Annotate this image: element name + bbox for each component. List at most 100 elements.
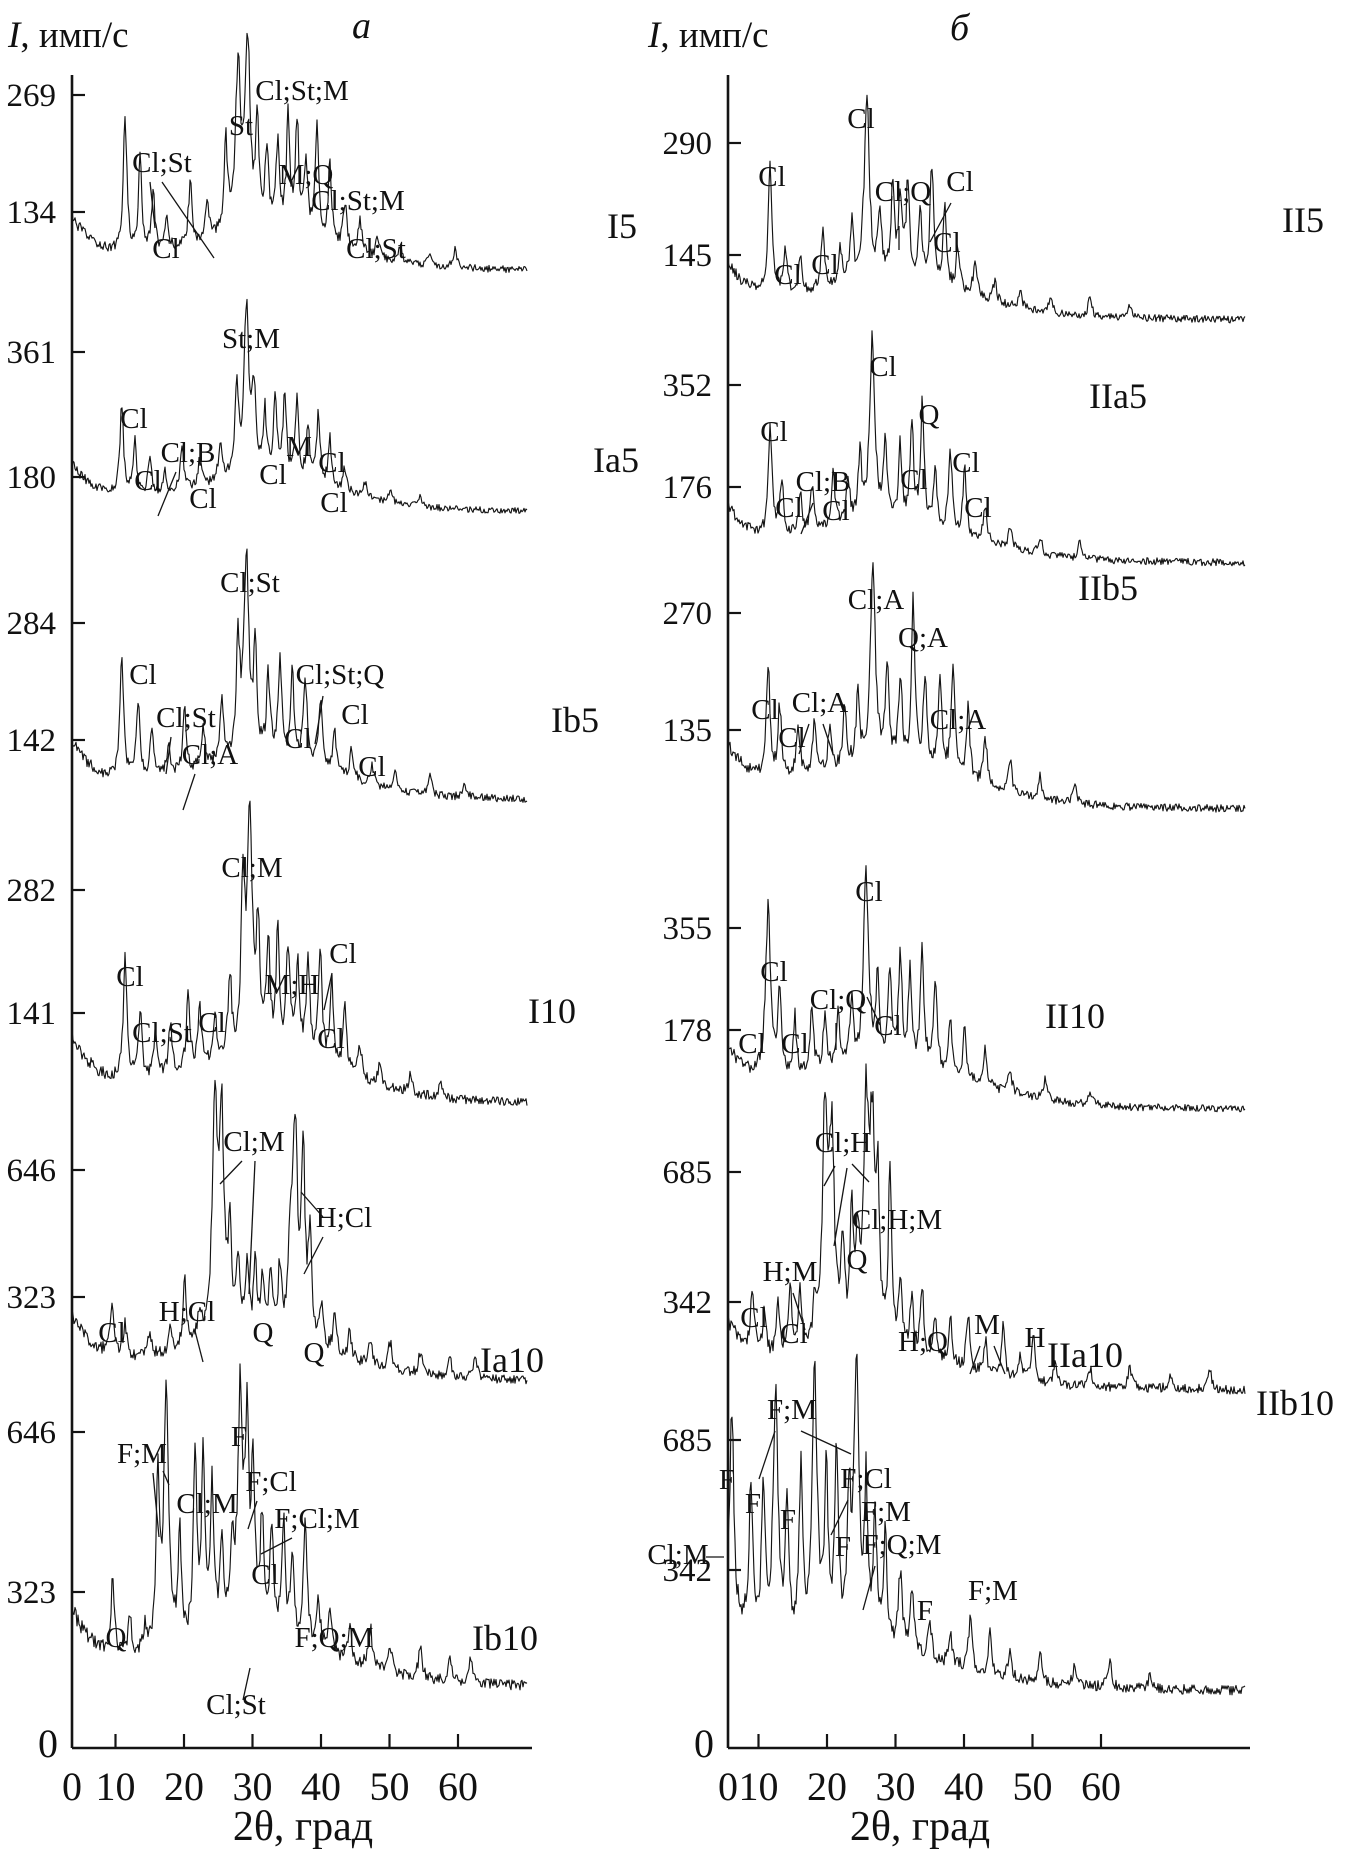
peak-label: Cl [317, 1023, 344, 1055]
peak-label: Cl [760, 956, 787, 988]
trace-I10 [71, 800, 528, 1106]
panel-a-title: a [352, 5, 371, 47]
peak-label: Cl;St [206, 1689, 266, 1721]
peak-label: Cl;M [223, 1126, 284, 1158]
peak-leader-line [800, 502, 814, 535]
trace-IIa10 [727, 1063, 1246, 1395]
trace-name-IIa10: IIa10 [1047, 1335, 1123, 1375]
peak-leader-line [248, 1160, 256, 1295]
y-tick-label: 180 [7, 460, 57, 496]
peak-leader-line [314, 695, 324, 745]
peak-label: Cl [189, 483, 216, 515]
peak-label: Cl [822, 495, 849, 527]
peak-label: F;M [767, 1394, 817, 1426]
trace-IIa5 [727, 330, 1246, 567]
trace-IIb10 [727, 1353, 1246, 1696]
y-tick-label: 134 [7, 195, 57, 231]
peak-label: Cl [116, 961, 143, 993]
x-tick-label: 60 [1081, 1764, 1121, 1809]
peak-leader-line [823, 1165, 836, 1187]
peak-label: Cl [129, 659, 156, 691]
trace-II5 [727, 94, 1246, 324]
x-tick-label: 40 [944, 1764, 984, 1809]
y-origin-label: 0 [694, 1721, 714, 1766]
peak-label: Q [253, 1317, 274, 1349]
peak-label: F [780, 1504, 796, 1536]
y-axis-title-right: I, имп/с [648, 14, 769, 57]
y-tick-label: 342 [663, 1285, 713, 1321]
peak-label: Q [106, 1622, 127, 1654]
trace-name-I5: I5 [607, 206, 637, 246]
peak-label: Cl [946, 166, 973, 198]
peak-label: Cl [780, 1318, 807, 1350]
peak-label: F [719, 1464, 735, 1496]
x-tick-label: 60 [438, 1764, 478, 1809]
peak-leader-line [862, 1565, 876, 1611]
y-tick-label: 270 [663, 596, 713, 632]
peak-label: Q [847, 1244, 868, 1276]
y-tick-label: 284 [7, 606, 57, 642]
peak-label: Cl [758, 161, 785, 193]
y-axis-title-left-italic: I [8, 15, 21, 56]
peak-label: Cl [341, 699, 368, 731]
x-tick-label: 20 [807, 1764, 847, 1809]
peak-leader-line [758, 1430, 776, 1480]
peak-leader-line [929, 202, 952, 243]
peak-label: Cl;A [792, 687, 848, 719]
peak-label: Q;A [898, 622, 948, 654]
peak-label: H [1025, 1322, 1046, 1354]
x-tick-label: 0 [62, 1764, 82, 1809]
peak-label: Cl [781, 1028, 808, 1060]
peak-label: Cl;A [848, 584, 904, 616]
peak-label: Cl [964, 492, 991, 524]
peak-label: Cl [320, 487, 347, 519]
y-tick-label: 145 [663, 238, 713, 274]
peak-leader-line [152, 1472, 160, 1538]
x-tick-label: 10 [739, 1764, 779, 1809]
peak-label: F;M [117, 1438, 167, 1470]
x-tick-label: 10 [96, 1764, 136, 1809]
peak-label: F;M [968, 1575, 1018, 1607]
trace-name-Ib5: Ib5 [551, 700, 599, 740]
peak-label: Cl [760, 416, 787, 448]
peak-label: Cl [900, 464, 927, 496]
peak-leader-line [323, 972, 333, 1011]
peak-label: Cl [751, 694, 778, 726]
peak-label: F;M [861, 1496, 911, 1528]
peak-label: H;Cl [159, 1296, 215, 1328]
peak-leader-line [219, 1160, 243, 1185]
y-tick-label: 135 [663, 713, 713, 749]
peak-leader-line [800, 1430, 852, 1455]
peak-label: Cl [811, 249, 838, 281]
peak-leader-line [830, 1499, 849, 1536]
peak-label: Cl;B [161, 437, 216, 469]
peak-label: F [835, 1531, 851, 1563]
peak-label: Cl;A [930, 704, 986, 736]
peak-label: M [974, 1309, 1000, 1341]
trace-name-IIa5: IIa5 [1089, 376, 1147, 416]
peak-label: F [231, 1421, 247, 1453]
y-tick-label: 685 [663, 1155, 713, 1191]
peak-leader-line [822, 723, 834, 755]
peak-leader-line [149, 181, 156, 229]
peak-leader-line [798, 723, 810, 755]
y-tick-label: 142 [7, 723, 57, 759]
peak-leader-line [260, 1537, 293, 1555]
y-tick-label: 290 [663, 126, 713, 162]
peak-leader-line [157, 471, 177, 517]
peak-label: Q [919, 399, 940, 431]
trace-II10 [727, 865, 1246, 1113]
y-tick-label: 355 [663, 911, 713, 947]
trace-IIb5 [727, 562, 1246, 813]
peak-label: F;Q;M [295, 1622, 374, 1654]
x-tick-label: 50 [1013, 1764, 1053, 1809]
peak-leader-line [866, 996, 881, 1026]
peak-label: M;H [265, 969, 320, 1001]
peak-label: Cl [869, 351, 896, 383]
peak-label: Cl [847, 103, 874, 135]
peak-leader-line [242, 1667, 251, 1701]
peak-label: Q [304, 1337, 325, 1369]
trace-name-IIb10: IIb10 [1256, 1383, 1334, 1423]
peak-label: M [286, 431, 312, 463]
